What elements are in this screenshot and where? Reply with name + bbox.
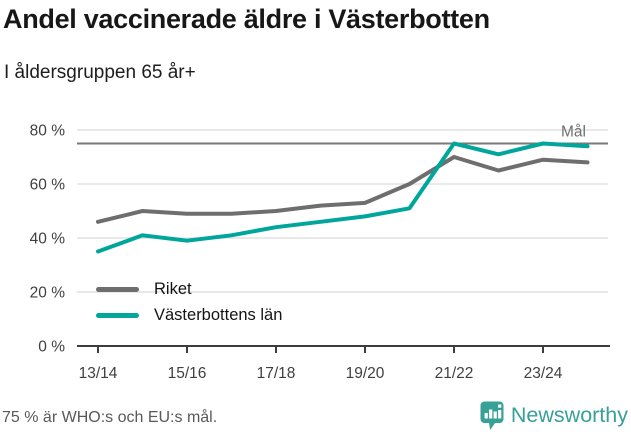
y-axis-label: 20 % — [30, 285, 66, 302]
goal-label: Mål — [561, 124, 586, 141]
exclamation-bar-icon — [498, 410, 502, 419]
x-axis-label: 17/18 — [257, 365, 296, 382]
line-chart: Mål 0 % 20 % 40 % 60 % 80 % 13/14 15/16 17/18 19/… — [30, 123, 610, 382]
x-axis-label: 21/22 — [435, 365, 474, 382]
newsworthy-bubble-chart-icon — [480, 401, 504, 430]
legend-swatch-riket — [96, 286, 139, 292]
x-axis-label: 15/16 — [168, 365, 207, 382]
newsworthy-logo: Newsworthy — [479, 400, 628, 431]
chart-subtitle: I åldersgruppen 65 år+ — [4, 62, 196, 83]
legend-item-riket: Riket — [96, 280, 282, 298]
bar-icon — [493, 411, 497, 419]
brand-name: Newsworthy — [510, 403, 628, 427]
y-axis-label: 80 % — [30, 123, 66, 140]
legend-label-riket: Riket — [154, 279, 192, 298]
series-line-vasterbotten — [96, 141, 590, 254]
bar-icon — [484, 413, 488, 419]
legend-label-vasterbotten: Västerbottens län — [154, 305, 283, 324]
exclamation-dot-icon — [498, 404, 502, 408]
legend-item-vasterbotten: Västerbottens län — [96, 306, 282, 324]
x-axis-label: 19/20 — [346, 365, 385, 382]
chart-legend: Riket Västerbottens län — [96, 280, 282, 324]
x-axis-label: 23/24 — [524, 365, 563, 382]
x-axis-label: 13/14 — [79, 365, 118, 382]
series-line-riket — [96, 155, 590, 224]
footnote: 75 % är WHO:s och EU:s mål. — [2, 409, 218, 426]
y-axis-label: 0 % — [38, 339, 65, 356]
y-axis-label: 60 % — [30, 177, 66, 194]
bar-icon — [489, 409, 493, 419]
legend-swatch-vasterbotten — [96, 312, 139, 318]
y-axis-label: 40 % — [30, 231, 66, 248]
page-title: Andel vaccinerade äldre i Västerbotten — [3, 4, 490, 34]
